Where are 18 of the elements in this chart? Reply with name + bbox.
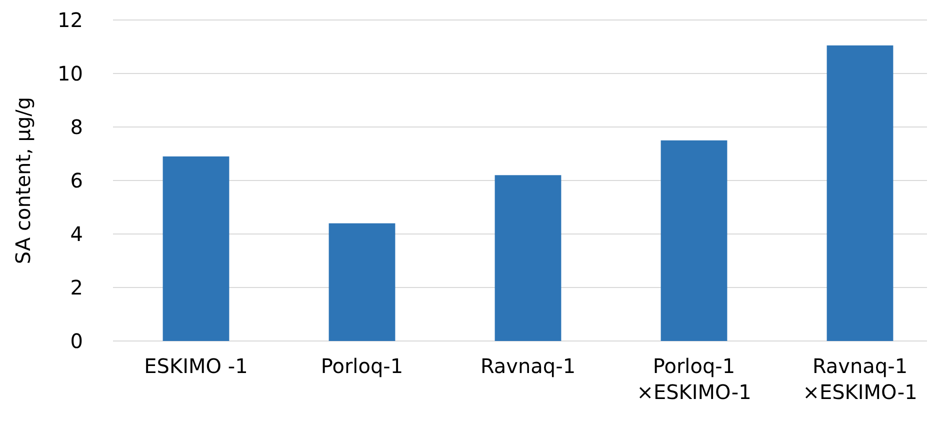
y-tick-label: 4	[70, 222, 83, 246]
bar	[826, 45, 894, 341]
y-tick-label: 2	[70, 276, 83, 300]
x-tick-label: ESKIMO -1	[144, 354, 248, 378]
y-tick-label: 10	[58, 62, 83, 86]
x-tick-label: Porloq-1	[320, 354, 404, 378]
bar	[494, 175, 562, 341]
y-tick-label: 12	[58, 8, 83, 32]
x-tick-label: Porloq-1 ×ESKIMO-1	[636, 354, 752, 404]
x-tick-label: Ravnaq-1	[480, 354, 576, 378]
bar	[328, 223, 396, 341]
y-axis-title: SA content, µg/g	[11, 96, 35, 264]
bar	[162, 156, 230, 341]
y-tick-label: 8	[70, 115, 83, 139]
y-tick-label: 0	[70, 329, 83, 353]
x-tick-label: Ravnaq-1 ×ESKIMO-1	[802, 354, 918, 404]
bar	[660, 140, 728, 341]
y-tick-label: 6	[70, 168, 83, 192]
